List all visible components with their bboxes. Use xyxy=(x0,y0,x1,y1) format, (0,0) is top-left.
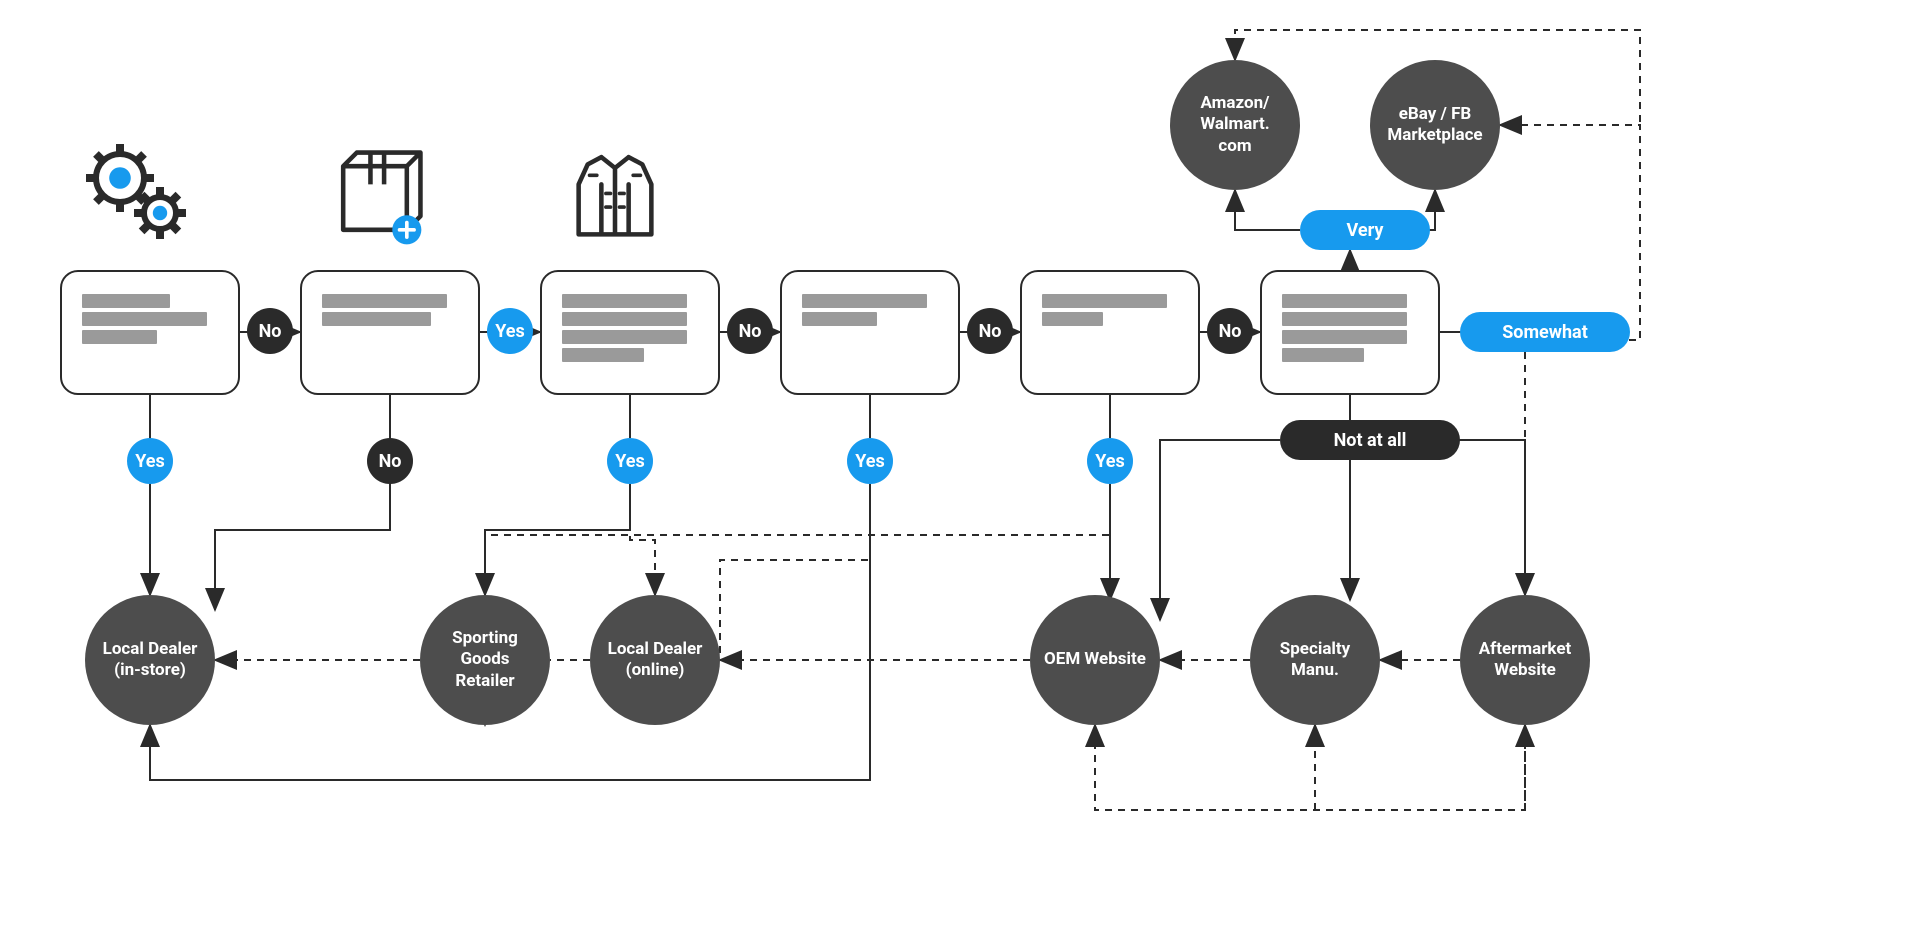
edge xyxy=(1420,440,1525,595)
edges-layer xyxy=(0,0,1920,935)
question-box xyxy=(300,270,480,395)
question-box xyxy=(1020,270,1200,395)
destination-d_oem: OEM Website xyxy=(1030,595,1160,725)
destination-d_amazon: Amazon/ Walmart. com xyxy=(1170,60,1300,190)
question-box xyxy=(60,270,240,395)
decision-no3: No xyxy=(727,308,773,354)
decision-yes4: Yes xyxy=(847,438,893,484)
destination-d_sport: Sporting Goods Retailer xyxy=(420,595,550,725)
destination-d_after: Aftermarket Website xyxy=(1460,595,1590,725)
decision-no1: No xyxy=(247,308,293,354)
decision-no2: No xyxy=(367,438,413,484)
edge xyxy=(1500,125,1640,340)
question-box xyxy=(540,270,720,395)
edge xyxy=(690,484,870,660)
decision-notatall: Not at all xyxy=(1280,420,1460,460)
destination-d_local_in: Local Dealer (in-store) xyxy=(85,595,215,725)
edge xyxy=(630,484,655,595)
decision-yes5: Yes xyxy=(1087,438,1133,484)
destination-d_ebay: eBay / FB Marketplace xyxy=(1370,60,1500,190)
decision-very: Very xyxy=(1300,210,1430,250)
decision-somewhat: Somewhat xyxy=(1460,312,1630,352)
decision-yes_mid: Yes xyxy=(487,308,533,354)
edge xyxy=(485,484,1110,725)
question-box xyxy=(1260,270,1440,395)
edge xyxy=(215,395,390,610)
decision-no4: No xyxy=(967,308,1013,354)
decision-yes1: Yes xyxy=(127,438,173,484)
edge xyxy=(485,484,630,595)
destination-d_spec: Specialty Manu. xyxy=(1250,595,1380,725)
question-box xyxy=(780,270,960,395)
edge xyxy=(1235,190,1300,230)
edge xyxy=(1160,440,1280,620)
decision-yes3: Yes xyxy=(607,438,653,484)
flowchart-stage: No Yes No No No Yes No Yes Yes Yes Very Somewhat Not… xyxy=(0,0,1920,935)
destination-d_local_on: Local Dealer (online) xyxy=(590,595,720,725)
decision-no5: No xyxy=(1207,308,1253,354)
